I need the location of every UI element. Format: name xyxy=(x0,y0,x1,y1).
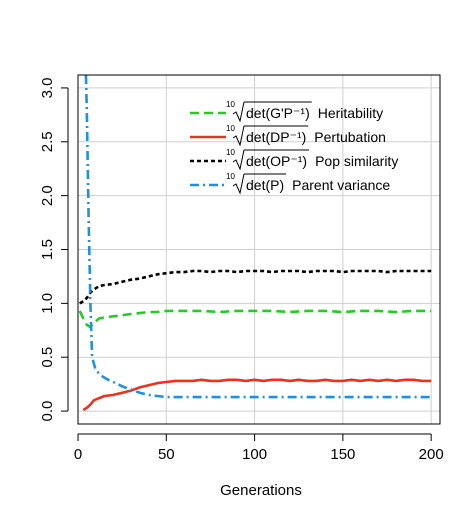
grid xyxy=(77,75,440,424)
series-line-heritability xyxy=(78,309,432,329)
y-tick-label: 2.0 xyxy=(39,185,56,206)
x-tick-label: 150 xyxy=(330,446,355,463)
series-line-pop-similarity xyxy=(79,269,432,305)
radical-sign xyxy=(232,173,245,195)
x-tick-label: 200 xyxy=(419,446,444,463)
series-line-pertubation xyxy=(82,378,432,412)
legend-label: Pertubation xyxy=(314,129,386,145)
series-line-parent-variance xyxy=(84,75,432,399)
radical-sign xyxy=(232,149,245,171)
legend-root-index: 10 xyxy=(226,124,235,133)
x-tick-label: 0 xyxy=(74,446,82,463)
y-axis: 0.0 0.5 1.0 1.5 2.0 2.5 3.0 xyxy=(39,77,69,422)
legend-label: Heritability xyxy=(318,105,383,121)
x-axis-title: Generations xyxy=(220,482,302,499)
y-tick-label: 0.5 xyxy=(39,347,56,368)
legend-formula: det(OP⁻¹) xyxy=(246,153,307,169)
legend-label: Parent variance xyxy=(292,177,390,193)
legend-root-index: 10 xyxy=(226,100,235,109)
legend: 10 det(G'P⁻¹) Heritability 10 det(DP⁻¹) Pertu… xyxy=(190,100,398,195)
y-tick-label: 3.0 xyxy=(39,77,56,98)
legend-formula: det(DP⁻¹) xyxy=(246,129,306,145)
x-axis: 0 50 100 150 200 xyxy=(74,433,444,463)
y-tick-label: 2.5 xyxy=(39,131,56,152)
legend-root-index: 10 xyxy=(226,172,235,181)
y-tick-label: 1.5 xyxy=(39,239,56,260)
radical-sign xyxy=(232,125,245,147)
plot-frame xyxy=(77,74,441,425)
legend-formula: det(G'P⁻¹) xyxy=(246,105,310,121)
x-tick-label: 50 xyxy=(158,446,175,463)
y-tick-label: 1.0 xyxy=(39,293,56,314)
radical-sign xyxy=(232,101,245,123)
legend-label: Pop similarity xyxy=(315,153,398,169)
legend-formula: det(P) xyxy=(246,177,284,193)
legend-root-index: 10 xyxy=(226,148,235,157)
series-layer xyxy=(78,75,432,412)
x-tick-label: 100 xyxy=(242,446,267,463)
y-tick-label: 0.0 xyxy=(39,401,56,422)
